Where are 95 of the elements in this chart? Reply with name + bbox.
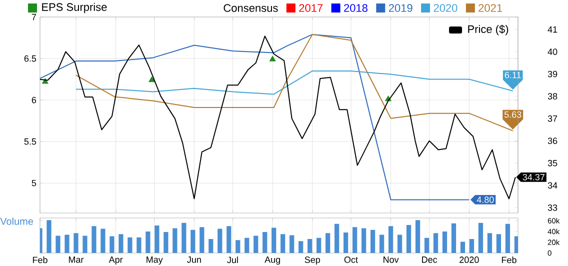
bar	[236, 240, 240, 253]
bar	[496, 234, 502, 253]
bar	[110, 236, 114, 253]
x-tick-label: Sep	[304, 256, 320, 265]
y2-tick-label: 40	[548, 48, 558, 55]
bar	[74, 233, 78, 253]
x-tick-label: Nov	[384, 256, 399, 263]
bar	[200, 227, 204, 253]
legend-title: Consensus	[224, 4, 278, 12]
bar	[361, 228, 366, 253]
x-tick-label: Dec	[422, 256, 438, 263]
bar	[92, 226, 96, 253]
x-tick-label: Mar	[68, 256, 84, 263]
bar	[514, 236, 518, 253]
data-label: 6.11	[504, 72, 521, 78]
bar	[118, 234, 124, 253]
y-tick-label: 6.5	[24, 55, 36, 62]
bar	[397, 234, 402, 253]
data-label: 4.80	[476, 196, 494, 203]
bar	[505, 224, 510, 253]
bar	[280, 234, 286, 253]
bar	[146, 231, 150, 253]
bar	[379, 234, 384, 253]
y2-tick-label: 39	[548, 70, 558, 78]
legend-label: 2017	[299, 4, 323, 12]
bar	[460, 242, 466, 253]
point	[269, 56, 276, 62]
data-label: 5.63	[504, 111, 522, 118]
bar	[370, 230, 376, 253]
chart-title: Volume	[0, 218, 34, 225]
y-tick-label: 6	[32, 96, 36, 104]
bar	[334, 224, 340, 253]
legend-label: 2021	[478, 4, 502, 12]
x-tick-label: Jul	[227, 256, 238, 264]
point	[148, 76, 156, 82]
y-tick-label: 5.5	[24, 138, 36, 145]
y2-tick-label: 37	[548, 115, 558, 122]
bar	[308, 239, 312, 253]
bar	[451, 223, 456, 253]
x-tick-label: Feb	[502, 256, 516, 264]
x-tick-label: 2020	[460, 256, 479, 263]
bar	[298, 241, 304, 253]
x-tick-label: Jun	[187, 256, 201, 263]
x-tick-label: Oct	[344, 256, 358, 263]
bar	[406, 225, 412, 253]
bar	[415, 220, 420, 253]
data-label: 34.37	[522, 174, 544, 180]
bar	[316, 238, 322, 253]
y-tick-label: 7	[32, 14, 36, 20]
y2-tick-label: 35	[548, 160, 558, 166]
bar	[469, 239, 474, 253]
bar	[254, 236, 258, 253]
bar	[290, 235, 294, 253]
bar	[82, 236, 88, 253]
bar	[424, 238, 430, 253]
bar	[208, 239, 214, 253]
legend-label: 2019	[388, 4, 412, 12]
bar	[352, 227, 358, 253]
bar	[244, 238, 250, 253]
bar	[478, 222, 484, 253]
x-tick-label: Feb	[32, 256, 48, 264]
y2-tick-label: 36	[548, 138, 558, 144]
bar	[56, 236, 60, 253]
bar	[226, 226, 232, 253]
bar	[218, 228, 222, 253]
x-tick-label: Apr	[108, 256, 123, 265]
bar	[182, 222, 186, 253]
x-tick-label: Aug	[264, 256, 280, 265]
x-tick-label: May	[146, 256, 163, 265]
bar	[344, 232, 348, 253]
bar	[442, 231, 448, 253]
bar	[326, 233, 330, 253]
bar	[172, 228, 178, 253]
y2-tick-label: 34	[548, 182, 558, 189]
bar	[128, 237, 132, 253]
bar	[136, 237, 142, 253]
bar	[100, 228, 106, 253]
bar	[164, 232, 168, 253]
legend-label: Price ($)	[468, 24, 508, 36]
bar	[190, 230, 196, 253]
bar	[272, 228, 276, 253]
legend-label: 2020	[434, 4, 458, 12]
y2-tick-label: 38	[548, 93, 558, 100]
bar	[388, 226, 394, 253]
bar	[433, 233, 438, 253]
bar	[64, 234, 70, 253]
legend-label: 2018	[344, 4, 368, 12]
bar	[46, 220, 52, 253]
y2-tick-label: 33	[548, 204, 558, 211]
y2-tick-label: 41	[548, 26, 558, 33]
y-tick-label: 5	[32, 180, 36, 186]
legend-label: EPS Surprise	[42, 2, 107, 14]
bar	[262, 232, 268, 253]
bar	[487, 233, 492, 253]
bar	[154, 226, 160, 253]
